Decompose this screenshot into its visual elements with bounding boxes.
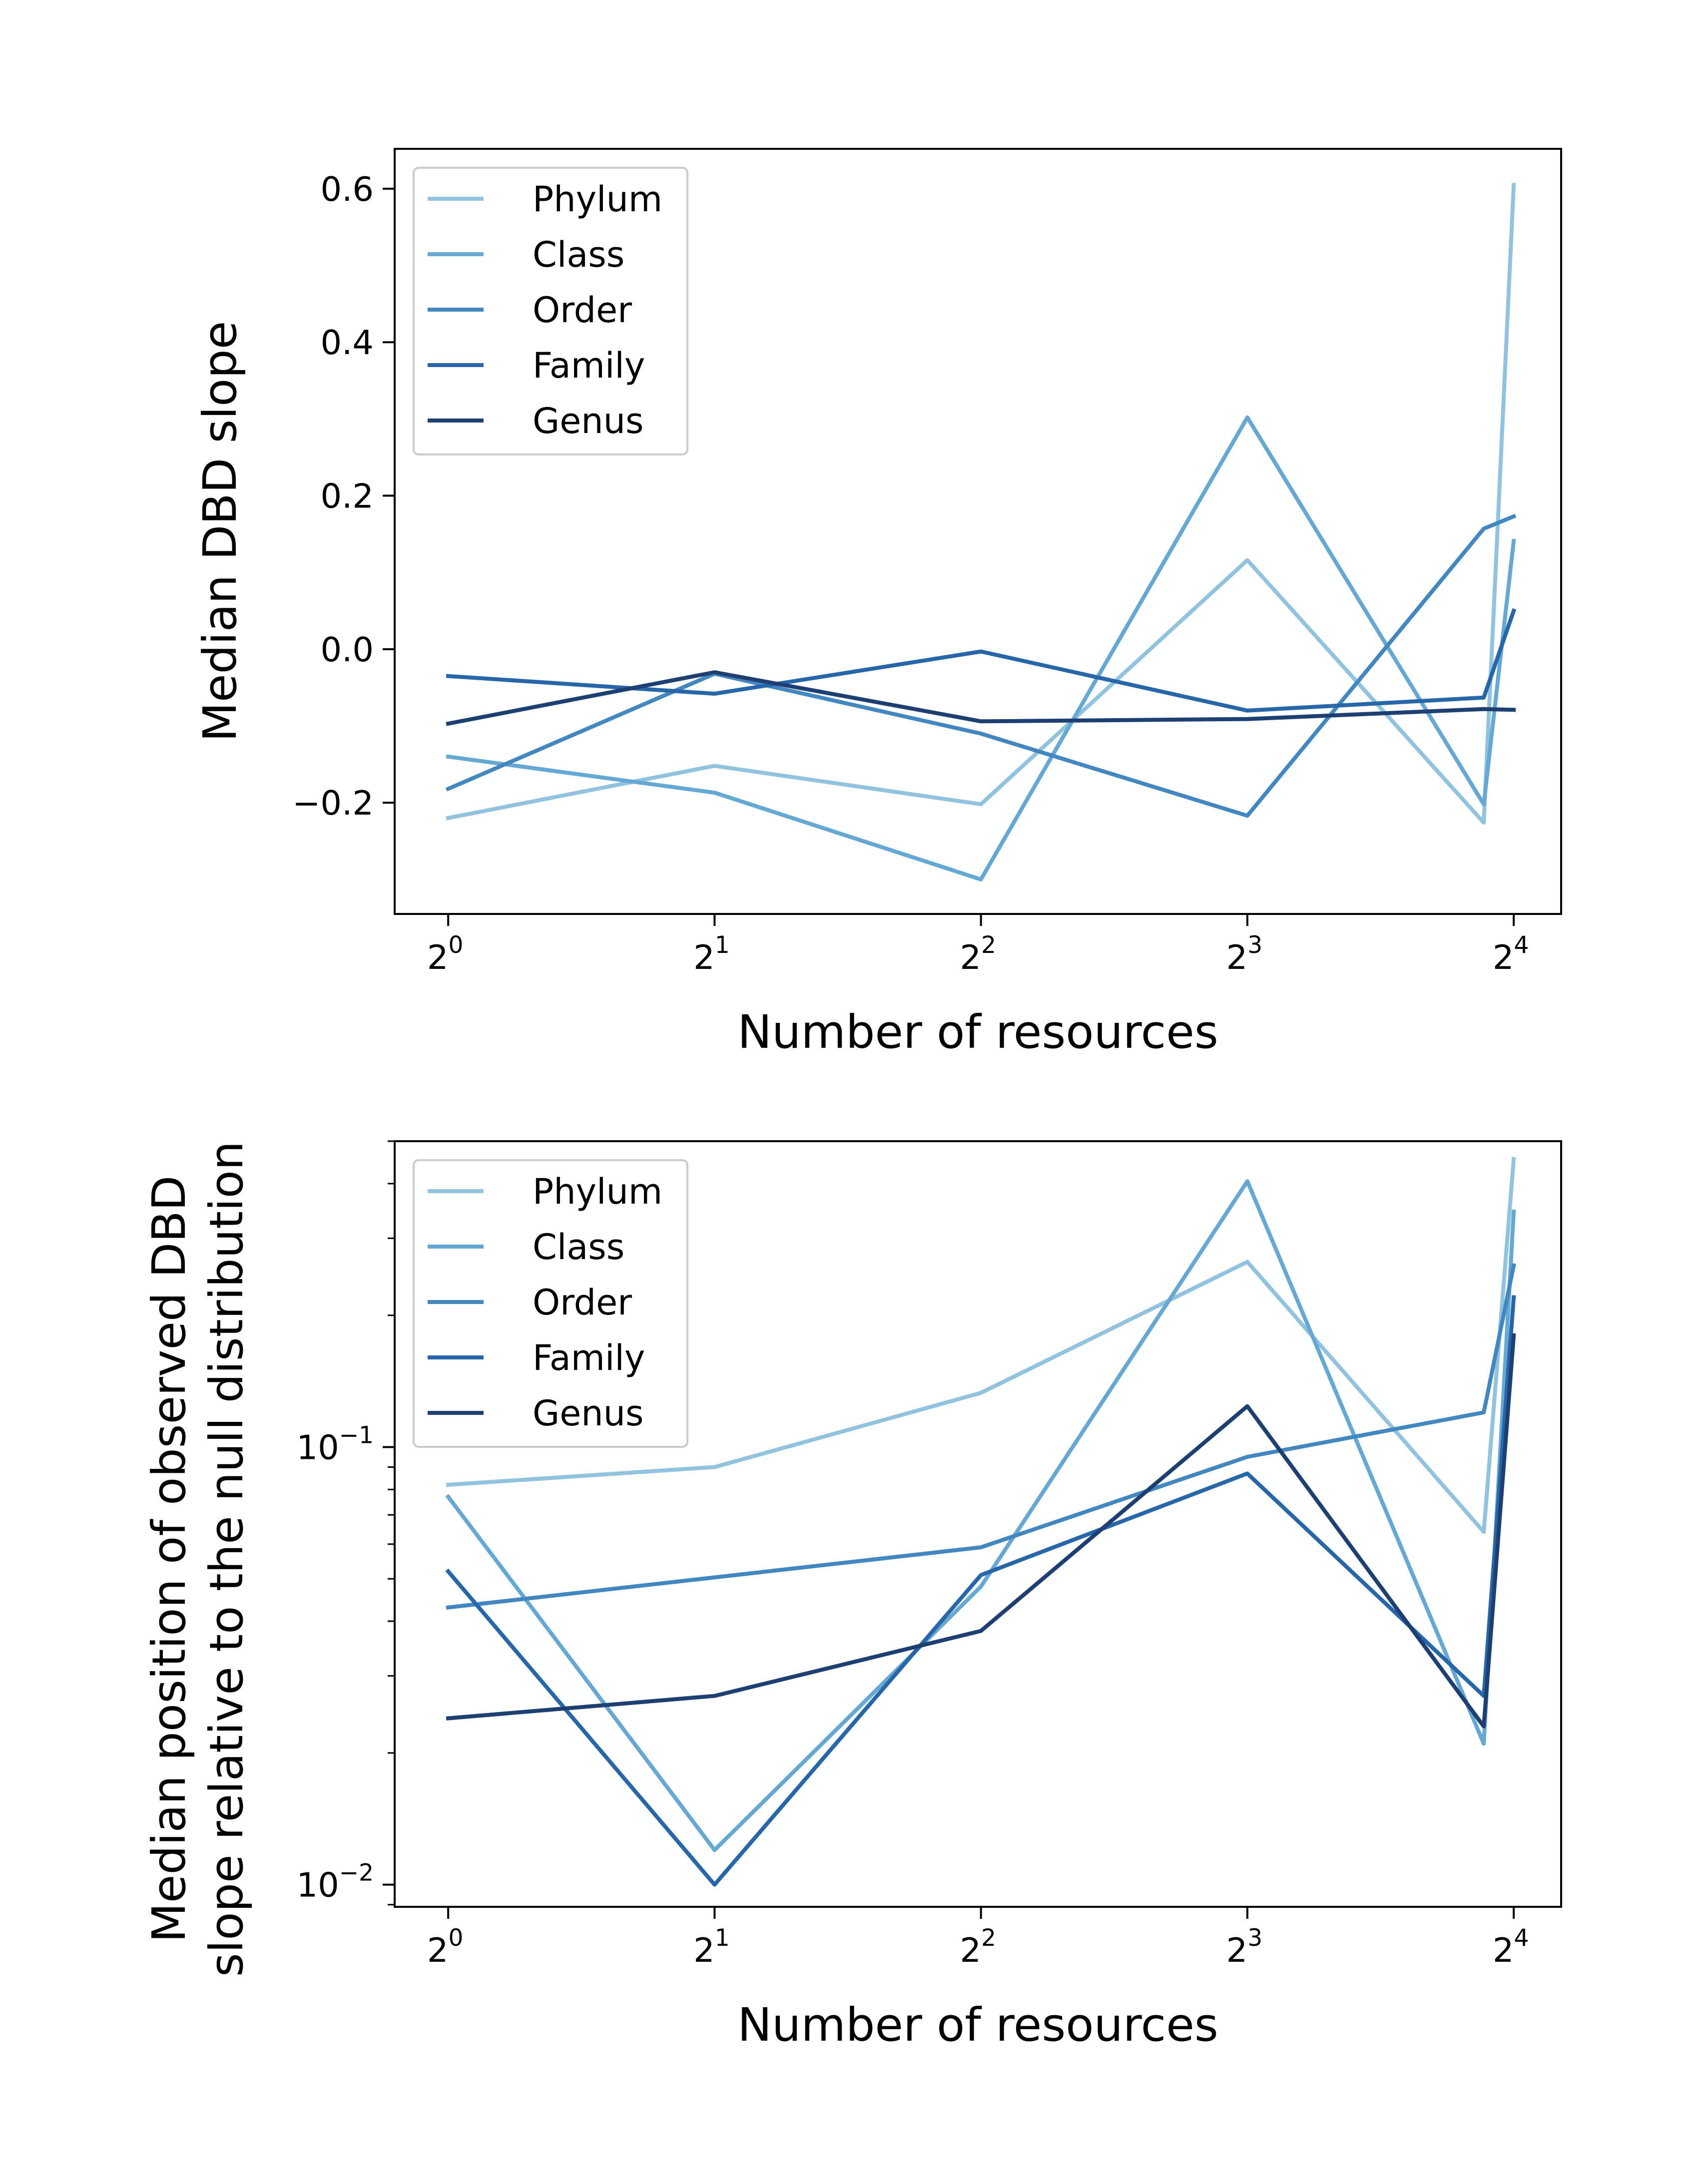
x-tick-label: 24: [1493, 931, 1529, 977]
series-line-family: [446, 608, 1517, 713]
y-axis-label: Median DBD slope: [193, 321, 247, 742]
legend-label: Order: [533, 1282, 632, 1323]
y-tick-label: 0.6: [320, 170, 374, 209]
y-axis-label-line1: Median position of observed DBD: [142, 1176, 196, 1943]
legend-label: Family: [533, 345, 645, 386]
plot-frame: [394, 148, 1562, 915]
legend-label: Genus: [533, 1393, 644, 1434]
x-axis-label: Number of resources: [737, 1005, 1218, 1059]
legend-label: Class: [533, 1227, 624, 1268]
series-line-genus: [446, 1333, 1516, 1729]
legend-box: [413, 167, 688, 455]
x-tick-label: 21: [693, 931, 730, 977]
legend-label: Order: [533, 290, 632, 331]
y-tick-label: −0.2: [292, 784, 374, 823]
series-line-phylum: [446, 1157, 1516, 1534]
y-tick-label: 0.2: [320, 477, 374, 516]
legend-label: Phylum: [533, 179, 662, 220]
x-tick-label: 23: [1226, 931, 1263, 977]
series-line-class: [446, 415, 1516, 881]
y-tick-label: 10−2: [296, 1859, 374, 1905]
series-line-genus: [446, 670, 1516, 726]
chart-panel-2: 20 21 22 23 24 10−1 10−2 Phylum Class Order Family…: [142, 1140, 1562, 2052]
y-tick-label: 0.4: [320, 323, 374, 362]
legend-label: Genus: [533, 401, 644, 441]
x-tick-label: 24: [1493, 1924, 1529, 1970]
series-line-family: [445, 1295, 1516, 1887]
x-tick-label: 23: [1226, 1924, 1263, 1970]
x-axis-label: Number of resources: [737, 1998, 1218, 2052]
x-tick-label: 22: [960, 931, 996, 977]
chart-panel-1: 20 21 22 23 24 0.6 0.4 0.2 0.0 −0.2 Phylum Class Ord…: [193, 148, 1562, 1059]
series-line-order: [446, 1263, 1516, 1610]
y-tick-label: 0.0: [320, 630, 374, 669]
x-tick-label: 20: [427, 1924, 464, 1970]
legend: Phylum Class Order Family Genus: [413, 1159, 688, 1448]
legend-label: Phylum: [533, 1171, 662, 1212]
y-axis-label-line2: slope relative to the null distribution: [200, 1141, 253, 1977]
plot-frame: [394, 1140, 1562, 1908]
y-tick-label: 10−1: [296, 1421, 374, 1467]
x-tick-label: 21: [693, 1924, 730, 1970]
x-tick-label: 20: [427, 931, 464, 977]
legend-label: Class: [533, 234, 624, 275]
series-line-order: [445, 513, 1517, 818]
legend-box: [413, 1159, 688, 1448]
legend-label: Family: [533, 1337, 645, 1378]
legend: Phylum Class Order Family Genus: [413, 167, 688, 455]
x-tick-label: 22: [960, 1924, 996, 1970]
